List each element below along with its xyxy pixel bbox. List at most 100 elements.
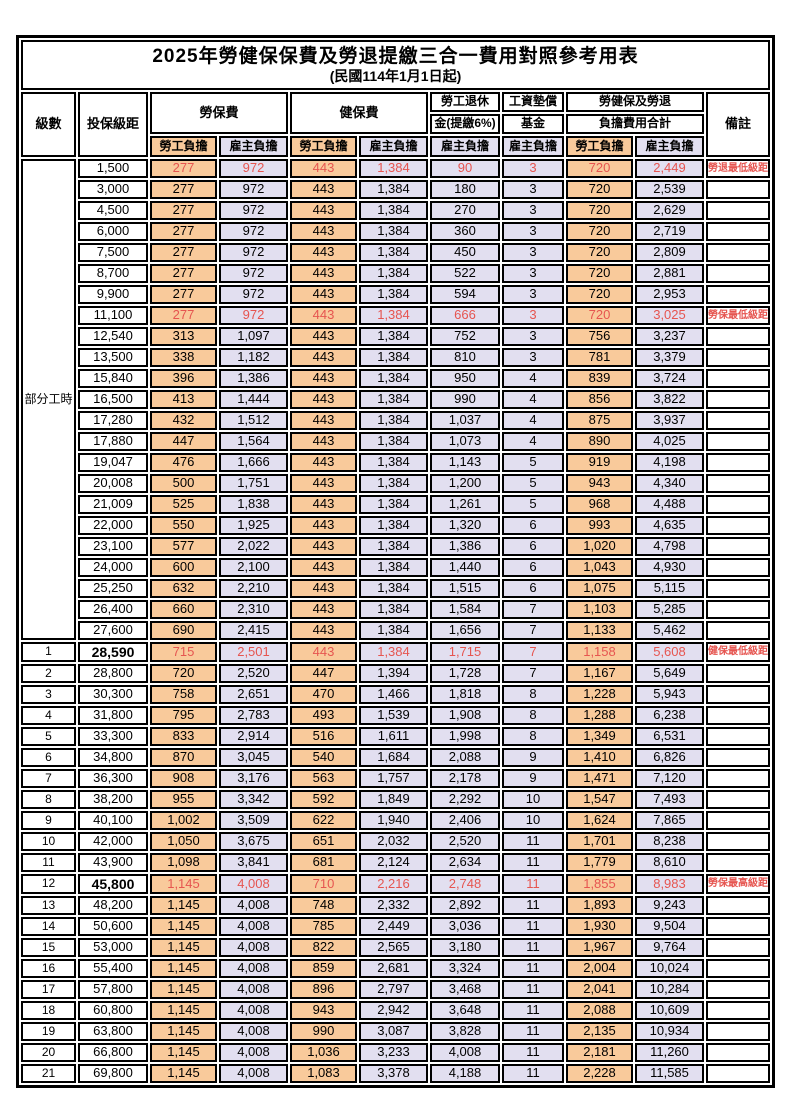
remark-cell — [706, 727, 770, 747]
pension-employer-cell: 2,406 — [430, 811, 500, 831]
total-worker-cell: 1,349 — [566, 727, 633, 747]
wagefund-employer-cell: 9 — [502, 769, 564, 789]
level-cell: 6 — [21, 748, 76, 768]
wagefund-employer-cell: 7 — [502, 642, 564, 663]
pension-employer-cell: 2,634 — [430, 853, 500, 873]
bracket-cell: 23,100 — [78, 537, 148, 556]
total-employer-cell: 4,930 — [635, 558, 704, 577]
total-worker-cell: 1,043 — [566, 558, 633, 577]
pension-employer-cell: 990 — [430, 390, 500, 409]
health-employer-cell: 2,124 — [359, 853, 428, 873]
table-row: 7 36,300 908 3,176 563 1,757 2,178 9 1,471 7,120 — [21, 769, 770, 789]
health-worker-cell: 443 — [290, 159, 357, 178]
health-employer-cell: 2,681 — [359, 959, 428, 979]
total-employer-cell: 4,488 — [635, 495, 704, 514]
health-employer-cell: 1,384 — [359, 201, 428, 220]
pension-employer-cell: 3,468 — [430, 980, 500, 1000]
health-employer-cell: 2,032 — [359, 832, 428, 852]
remark-cell — [706, 1001, 770, 1021]
total-employer-cell: 5,462 — [635, 621, 704, 640]
level-cell: 14 — [21, 917, 76, 937]
labor-employer-cell: 4,008 — [219, 938, 288, 958]
remark-cell — [706, 811, 770, 831]
level-cell: 4 — [21, 706, 76, 726]
remark-cell — [706, 769, 770, 789]
health-worker-cell: 651 — [290, 832, 357, 852]
health-worker-cell: 785 — [290, 917, 357, 937]
labor-employer-cell: 2,651 — [219, 685, 288, 705]
labor-worker-cell: 432 — [150, 411, 217, 430]
total-employer-cell: 9,504 — [635, 917, 704, 937]
pension-employer-cell: 3,036 — [430, 917, 500, 937]
health-worker-cell: 943 — [290, 1001, 357, 1021]
subheader-pension-employer: 雇主負擔 — [430, 136, 500, 157]
labor-worker-cell: 476 — [150, 453, 217, 472]
wagefund-employer-cell: 8 — [502, 685, 564, 705]
labor-worker-cell: 600 — [150, 558, 217, 577]
remark-cell — [706, 558, 770, 577]
labor-employer-cell: 2,520 — [219, 664, 288, 684]
health-employer-cell: 2,942 — [359, 1001, 428, 1021]
health-employer-cell: 1,384 — [359, 474, 428, 493]
wagefund-employer-cell: 3 — [502, 201, 564, 220]
subheader-total-employer: 雇主負擔 — [635, 136, 704, 157]
health-worker-cell: 443 — [290, 327, 357, 346]
table-row: 21 69,800 1,145 4,008 1,083 3,378 4,188 11 2,228… — [21, 1064, 770, 1084]
labor-worker-cell: 550 — [150, 516, 217, 535]
premium-reference-table: 2025年勞健保保費及勞退提繳三合一費用對照參考用表 (民國114年1月1日起)… — [16, 35, 775, 1089]
health-worker-cell: 443 — [290, 222, 357, 241]
remark-cell — [706, 621, 770, 640]
remark-cell — [706, 201, 770, 220]
total-worker-cell: 1,075 — [566, 579, 633, 598]
total-worker-cell: 943 — [566, 474, 633, 493]
wagefund-employer-cell: 4 — [502, 390, 564, 409]
labor-worker-cell: 277 — [150, 243, 217, 262]
health-worker-cell: 859 — [290, 959, 357, 979]
total-worker-cell: 720 — [566, 285, 633, 304]
health-worker-cell: 748 — [290, 896, 357, 916]
remark-cell — [706, 853, 770, 873]
page-subtitle: (民國114年1月1日起) — [329, 67, 462, 84]
level-cell: 9 — [21, 811, 76, 831]
bracket-cell: 57,800 — [78, 980, 148, 1000]
labor-employer-cell: 1,564 — [219, 432, 288, 451]
title-row: 2025年勞健保保費及勞退提繳三合一費用對照參考用表 (民國114年1月1日起) — [21, 40, 770, 90]
total-employer-cell: 5,285 — [635, 600, 704, 619]
total-worker-cell: 720 — [566, 222, 633, 241]
total-employer-cell: 4,340 — [635, 474, 704, 493]
labor-worker-cell: 413 — [150, 390, 217, 409]
pension-employer-cell: 1,037 — [430, 411, 500, 430]
table-row: 17,280 432 1,512 443 1,384 1,037 4 875 3,937 — [21, 411, 770, 430]
labor-employer-cell: 4,008 — [219, 980, 288, 1000]
total-employer-cell: 10,609 — [635, 1001, 704, 1021]
table-row: 21,009 525 1,838 443 1,384 1,261 5 968 4,488 — [21, 495, 770, 514]
total-worker-cell: 919 — [566, 453, 633, 472]
table-row: 18 60,800 1,145 4,008 943 2,942 3,648 11 2,088 10… — [21, 1001, 770, 1021]
wagefund-employer-cell: 5 — [502, 474, 564, 493]
table-row: 8 38,200 955 3,342 592 1,849 2,292 10 1,547 7,493 — [21, 790, 770, 810]
health-employer-cell: 1,384 — [359, 222, 428, 241]
health-worker-cell: 443 — [290, 264, 357, 283]
health-employer-cell: 2,449 — [359, 917, 428, 937]
health-employer-cell: 1,940 — [359, 811, 428, 831]
health-employer-cell: 1,394 — [359, 664, 428, 684]
pension-employer-cell: 360 — [430, 222, 500, 241]
labor-employer-cell: 1,512 — [219, 411, 288, 430]
remark-cell — [706, 1022, 770, 1042]
total-employer-cell: 2,719 — [635, 222, 704, 241]
wagefund-employer-cell: 11 — [502, 1064, 564, 1084]
remark-cell — [706, 222, 770, 241]
labor-employer-cell: 972 — [219, 285, 288, 304]
labor-employer-cell: 1,838 — [219, 495, 288, 514]
table-row: 4,500 277 972 443 1,384 270 3 720 2,629 — [21, 201, 770, 220]
table-row: 15 53,000 1,145 4,008 822 2,565 3,180 11 1,967 9,… — [21, 938, 770, 958]
remark-cell — [706, 516, 770, 535]
total-employer-cell: 2,953 — [635, 285, 704, 304]
bracket-cell: 17,880 — [78, 432, 148, 451]
wagefund-employer-cell: 3 — [502, 264, 564, 283]
subheader-labor-employer: 雇主負擔 — [219, 136, 288, 157]
total-worker-cell: 1,779 — [566, 853, 633, 873]
total-worker-cell: 890 — [566, 432, 633, 451]
total-worker-cell: 2,135 — [566, 1022, 633, 1042]
bracket-cell: 33,300 — [78, 727, 148, 747]
